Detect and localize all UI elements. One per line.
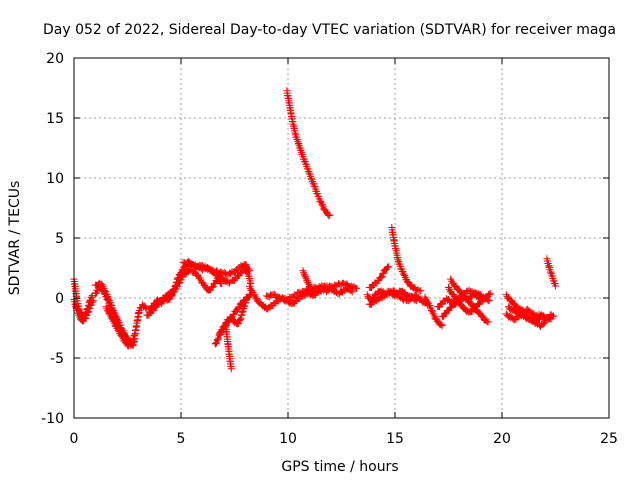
data-point [83, 311, 91, 319]
data-point [223, 319, 231, 327]
data-point [246, 266, 253, 274]
grid-lines [74, 58, 609, 418]
data-point [214, 336, 222, 343]
data-point [256, 299, 264, 306]
data-point [310, 288, 318, 296]
data-point [245, 265, 253, 273]
x-tick-label: 15 [386, 431, 404, 447]
data-point [470, 289, 478, 297]
data-point [486, 289, 494, 297]
y-tick-label: 15 [46, 111, 64, 127]
data-point [547, 311, 555, 319]
data-point [227, 365, 235, 373]
data-point [104, 293, 112, 301]
data-point [236, 316, 244, 323]
data-point [151, 304, 158, 312]
data-point [385, 263, 393, 271]
data-point [411, 295, 419, 303]
y-tick-label: 5 [55, 231, 64, 247]
data-point [212, 339, 220, 347]
data-point [552, 282, 559, 290]
x-tick-label: 10 [279, 431, 297, 447]
y-tick-label: 0 [55, 291, 64, 307]
y-tick-label: 10 [46, 171, 64, 187]
data-point [485, 291, 493, 299]
data-point [168, 292, 176, 300]
data-point [484, 318, 492, 326]
data-point [218, 280, 226, 288]
x-tick-label: 25 [600, 431, 618, 447]
data-point [414, 286, 422, 294]
data-point [232, 307, 240, 315]
data-point [524, 305, 532, 313]
data-point [476, 293, 483, 301]
data-point [244, 293, 252, 301]
y-tick-label: -10 [41, 411, 64, 427]
data-point [89, 298, 96, 306]
data-point [417, 287, 425, 295]
data-point [400, 270, 408, 278]
data-point [539, 320, 547, 328]
data-point [392, 291, 400, 299]
x-tick-label: 20 [493, 431, 511, 447]
y-axis-title: SDTVAR / TECUs [7, 181, 23, 296]
data-point [122, 338, 130, 346]
data-point [437, 320, 445, 328]
data-point [208, 283, 216, 291]
data-point [326, 211, 334, 219]
data-point [477, 295, 485, 303]
data-point [100, 287, 108, 294]
data-point [353, 284, 360, 292]
data-point [89, 296, 97, 304]
y-tick-label: -5 [50, 351, 64, 367]
data-point [228, 314, 235, 322]
data-point [123, 340, 131, 348]
data-point [467, 299, 475, 307]
x-tick-label: 5 [177, 431, 186, 447]
data-point [377, 273, 385, 281]
x-axis-title: GPS time / hours [281, 459, 398, 475]
data-points [70, 87, 559, 373]
x-tick-label: 0 [70, 431, 79, 447]
data-point [309, 287, 317, 295]
data-point [125, 342, 133, 350]
data-point [538, 313, 546, 321]
y-tick-label: 20 [46, 51, 64, 67]
data-point [539, 312, 547, 320]
data-point [412, 296, 420, 304]
data-point [131, 335, 139, 343]
axis-ticks: 0 5 10 15 20 25 -10 -5 0 5 10 15 20 [41, 51, 618, 447]
chart-title: Day 052 of 2022, Sidereal Day-to-day VTE… [43, 22, 616, 38]
data-point [118, 332, 125, 339]
data-point [142, 304, 150, 312]
data-point [438, 322, 446, 330]
